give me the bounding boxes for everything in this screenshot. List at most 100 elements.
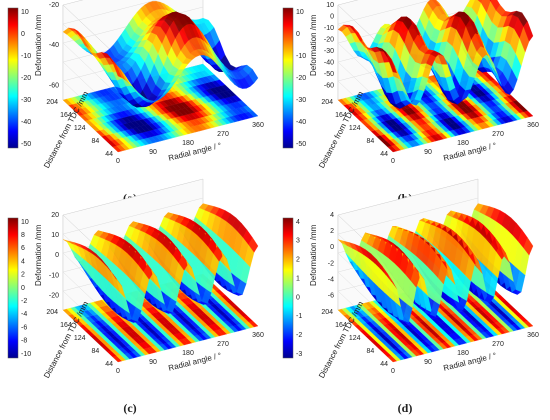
- z-axis-label: Deformation /mm: [34, 224, 43, 286]
- z-tick-label: -60: [49, 83, 59, 90]
- surface-patch: [248, 237, 259, 253]
- y-tick-label: 124: [74, 335, 86, 342]
- colorbar: [7, 7, 19, 149]
- z-axis-label: Deformation /mm: [309, 224, 318, 286]
- colorbar-tick-label: 10: [21, 219, 29, 226]
- y-tick-label: 164: [335, 322, 347, 329]
- colorbar-tick-label: 2: [296, 257, 300, 264]
- z-tick-label: -20: [49, 293, 59, 300]
- colorbar-tick-label: 0: [296, 31, 300, 38]
- z-tick-label: -30: [324, 48, 334, 55]
- x-tick-label: 270: [492, 341, 504, 348]
- colorbar-tick-label: 10: [21, 9, 29, 16]
- y-tick-label: 44: [380, 151, 388, 158]
- y-tick-label: 124: [74, 125, 86, 132]
- colorbar-tick-label: -40: [21, 119, 31, 126]
- colorbar-tick-label: 0: [296, 294, 300, 301]
- z-tick-label: -50: [324, 71, 334, 78]
- z-tick-label: -20: [324, 36, 334, 43]
- colorbar-tick-label: -30: [296, 97, 306, 104]
- z-tick-label: 0: [330, 13, 334, 20]
- panel-label: (c): [123, 401, 136, 415]
- colorbar-tick-label: 4: [21, 258, 25, 265]
- y-tick-label: 164: [335, 112, 347, 119]
- surface-patch: [523, 237, 534, 256]
- surface-patch: [477, 0, 483, 4]
- colorbar-tick-label: 0: [21, 31, 25, 38]
- y-tick-label: 164: [60, 112, 72, 119]
- colorbar-tick-label: -10: [21, 53, 31, 60]
- x-axis-label: Radial angle / °: [442, 351, 497, 373]
- y-tick-label: 84: [91, 348, 99, 355]
- x-axis-label: Radial angle / °: [167, 141, 222, 163]
- x-tick-label: 90: [424, 149, 432, 156]
- y-tick-label: 124: [349, 125, 361, 132]
- z-tick-label: -10: [49, 272, 59, 279]
- colorbar-tick-label: -50: [296, 141, 306, 148]
- x-tick-label: 0: [391, 368, 395, 375]
- x-tick-label: 0: [391, 158, 395, 165]
- surface-patch: [523, 21, 534, 42]
- x-tick-label: 270: [492, 131, 504, 138]
- colorbar-tick-label: 3: [296, 238, 300, 245]
- z-tick-label: -40: [49, 42, 59, 49]
- colorbar-tick-label: 8: [21, 232, 25, 239]
- colorbar-tick-label: -2: [296, 332, 302, 339]
- z-axis-label: Deformation /mm: [309, 14, 318, 76]
- z-tick-label: -20: [49, 2, 59, 9]
- y-tick-label: 84: [91, 138, 99, 145]
- colorbar-tick-label: -40: [296, 119, 306, 126]
- x-tick-label: 180: [182, 350, 194, 357]
- colorbar: [282, 7, 294, 149]
- colorbar-tick-label: -50: [21, 141, 31, 148]
- y-tick-label: 204: [46, 309, 58, 316]
- y-tick-label: 204: [321, 309, 333, 316]
- x-axis-label: Radial angle / °: [167, 351, 222, 373]
- x-tick-label: 180: [182, 140, 194, 147]
- colorbar-tick-label: -2: [21, 298, 27, 305]
- colorbar-tick-label: -10: [21, 351, 31, 358]
- x-tick-label: 90: [424, 359, 432, 366]
- colorbar-tick-label: -10: [296, 53, 306, 60]
- panel: 4 3 2 1 0 -1 -2 -3 4 2 0 -2 -4 -6 Deformation /mm 20416…: [282, 178, 539, 415]
- colorbar-tick-label: -4: [21, 311, 27, 318]
- colorbar-tick-label: -20: [296, 75, 306, 82]
- colorbar-tick-label: 0: [21, 285, 25, 292]
- colorbar-tick-label: 6: [21, 245, 25, 252]
- panel: 10 0 -10 -20 -30 -40 -50 10 0 -10 -20 -30 -40 -50 -60 D…: [282, 0, 539, 205]
- z-tick-label: -60: [324, 83, 334, 90]
- y-tick-label: 164: [60, 322, 72, 329]
- y-tick-label: 44: [105, 361, 113, 368]
- x-tick-label: 90: [149, 359, 157, 366]
- panel-label: (d): [398, 401, 413, 415]
- colorbar-tick-label: -3: [296, 351, 302, 358]
- x-tick-label: 360: [527, 122, 539, 129]
- colorbar: [7, 217, 19, 359]
- colorbar-tick-label: 1: [296, 275, 300, 282]
- z-tick-label: -4: [328, 276, 334, 283]
- y-tick-label: 204: [46, 99, 58, 106]
- z-tick-label: -6: [328, 293, 334, 300]
- y-tick-label: 44: [105, 151, 113, 158]
- colorbar-tick-label: 4: [296, 219, 300, 226]
- colorbar-tick-label: -8: [21, 338, 27, 345]
- x-tick-label: 360: [252, 332, 264, 339]
- colorbar-tick-label: 2: [21, 272, 25, 279]
- colorbar-tick-label: -20: [21, 75, 31, 82]
- x-tick-label: 360: [252, 122, 264, 129]
- x-tick-label: 360: [527, 332, 539, 339]
- z-tick-label: 4: [330, 212, 334, 219]
- z-tick-label: -10: [324, 25, 334, 32]
- colorbar-tick-label: -30: [21, 97, 31, 104]
- z-tick-label: 0: [330, 244, 334, 251]
- panel: 10 0 -10 -20 -30 -40 -50 -20 -40 -60 Deformation /…: [7, 0, 264, 205]
- x-tick-label: 270: [217, 341, 229, 348]
- surface-patch: [489, 0, 492, 2]
- x-tick-label: 270: [217, 131, 229, 138]
- x-tick-label: 180: [457, 350, 469, 357]
- z-tick-label: 0: [55, 252, 59, 259]
- x-tick-label: 0: [116, 368, 120, 375]
- x-tick-label: 0: [116, 158, 120, 165]
- colorbar-tick-label: 10: [296, 9, 304, 16]
- panel: 1086420-2-4-6-8-1020100-10-20Deformation…: [7, 178, 264, 415]
